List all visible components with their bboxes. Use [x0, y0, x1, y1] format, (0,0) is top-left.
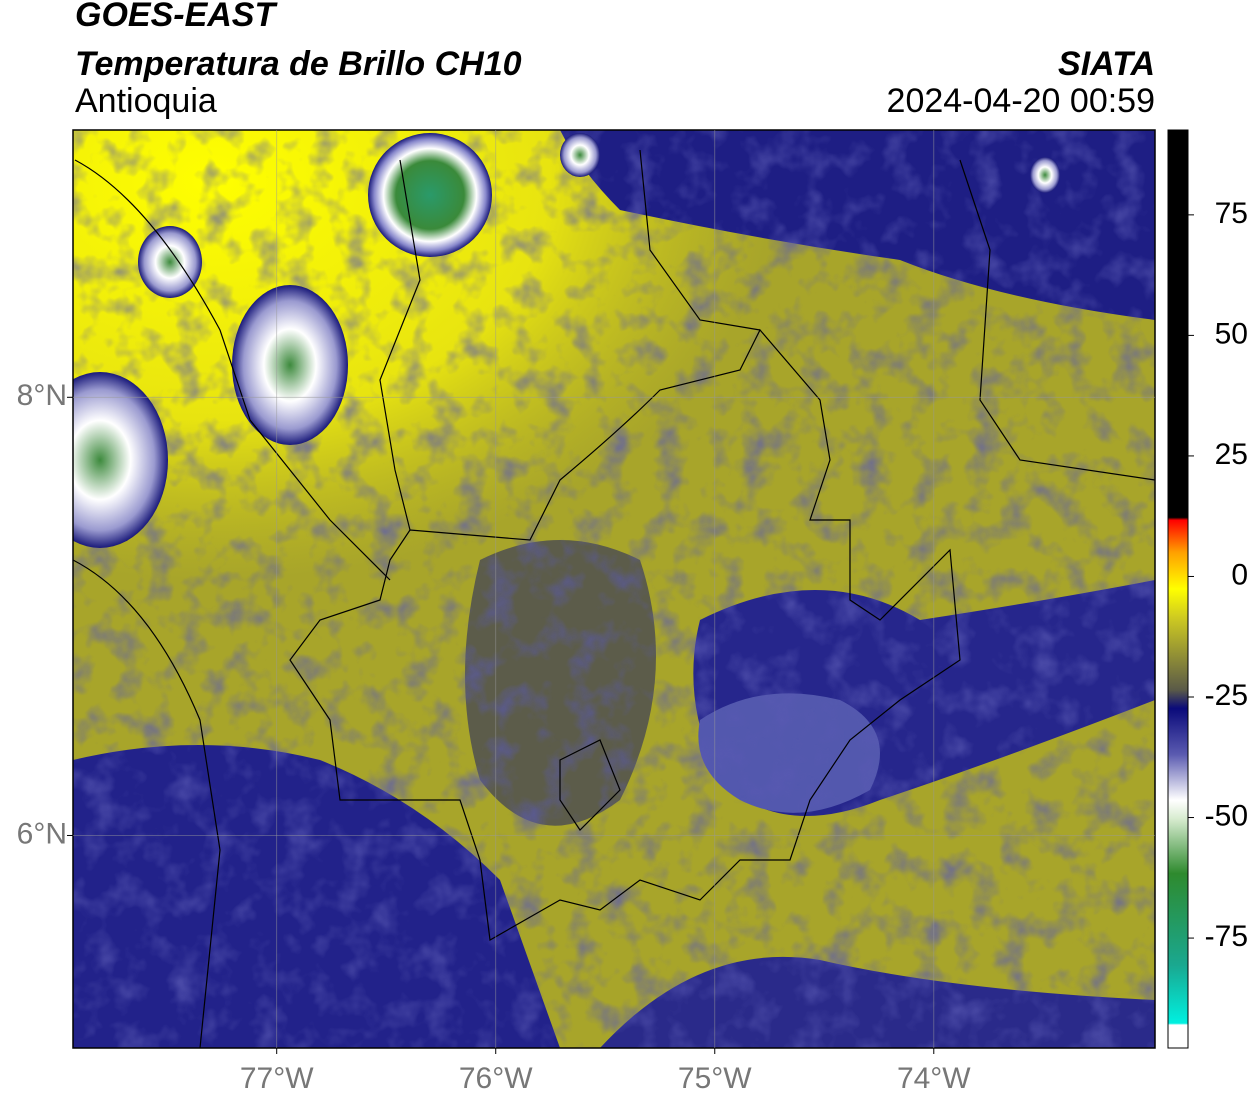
title-line1: GOES-EAST — [75, 0, 278, 34]
satellite-image — [73, 130, 1155, 1048]
colorbar — [1167, 129, 1189, 1049]
map-frame — [72, 129, 1156, 1049]
colorbar-tick-label: -50 — [1205, 799, 1248, 832]
title-line2: Temperatura de Brillo CH10 — [75, 45, 522, 83]
x-tick-label: 74°W — [897, 1062, 971, 1095]
colorbar-tick-label: 25 — [1215, 438, 1248, 471]
colorbar-tick-label: 50 — [1215, 317, 1248, 350]
y-tick-label: 8°N — [17, 379, 67, 412]
x-tick-label: 77°W — [240, 1062, 314, 1095]
x-tick-label: 76°W — [459, 1062, 533, 1095]
colorbar-tick-label: 0 — [1231, 558, 1248, 591]
agency: SIATA — [1058, 45, 1155, 83]
colorbar-tick-label: -25 — [1205, 679, 1248, 712]
region: Antioquia — [75, 82, 217, 120]
y-tick-label: 6°N — [17, 817, 67, 850]
datetime: 2024-04-20 00:59 — [887, 82, 1155, 120]
colorbar-tick-label: 75 — [1215, 197, 1248, 230]
x-tick-label: 75°W — [678, 1062, 752, 1095]
colorbar-tick-label: -75 — [1205, 920, 1248, 953]
